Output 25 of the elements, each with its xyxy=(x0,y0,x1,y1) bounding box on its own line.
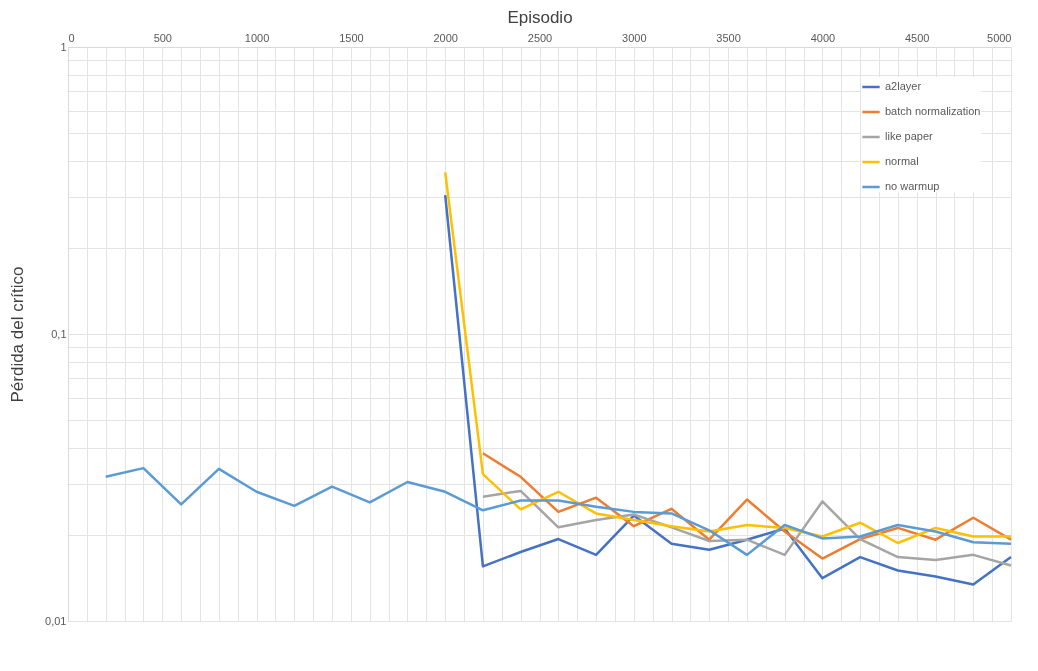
legend-label: no warmup xyxy=(885,180,940,192)
legend-label: normal xyxy=(885,155,919,167)
line-series xyxy=(481,489,1013,567)
legend-label: batch normalization xyxy=(885,105,981,117)
x-tick-label: 1000 xyxy=(244,31,270,44)
y-tick-label: 0,01 xyxy=(45,614,67,627)
y-axis-title: Pérdida del crítico xyxy=(8,266,28,403)
y-tick-label: 1 xyxy=(60,40,67,53)
x-tick-label: 2500 xyxy=(527,31,553,44)
y-tick-label: 0,1 xyxy=(51,327,67,340)
x-tick-label: 3000 xyxy=(622,31,647,44)
legend-label: a2layer xyxy=(885,80,922,92)
x-tick-label: 5000 xyxy=(987,31,1012,44)
x-axis-title: Episodio xyxy=(507,7,573,27)
line-series xyxy=(443,193,1013,586)
x-tick-label: 4000 xyxy=(810,31,836,44)
x-tick-label: 2000 xyxy=(433,31,458,44)
x-tick-label: 500 xyxy=(153,31,172,44)
legend-label: like paper xyxy=(885,130,934,142)
x-tick-label: 4500 xyxy=(904,31,930,44)
line-series xyxy=(104,466,1013,557)
x-tick-label: 3500 xyxy=(716,31,741,44)
x-tick-label: 0 xyxy=(68,31,75,44)
x-tick-label: 1500 xyxy=(339,31,364,44)
line-series xyxy=(443,171,1013,545)
